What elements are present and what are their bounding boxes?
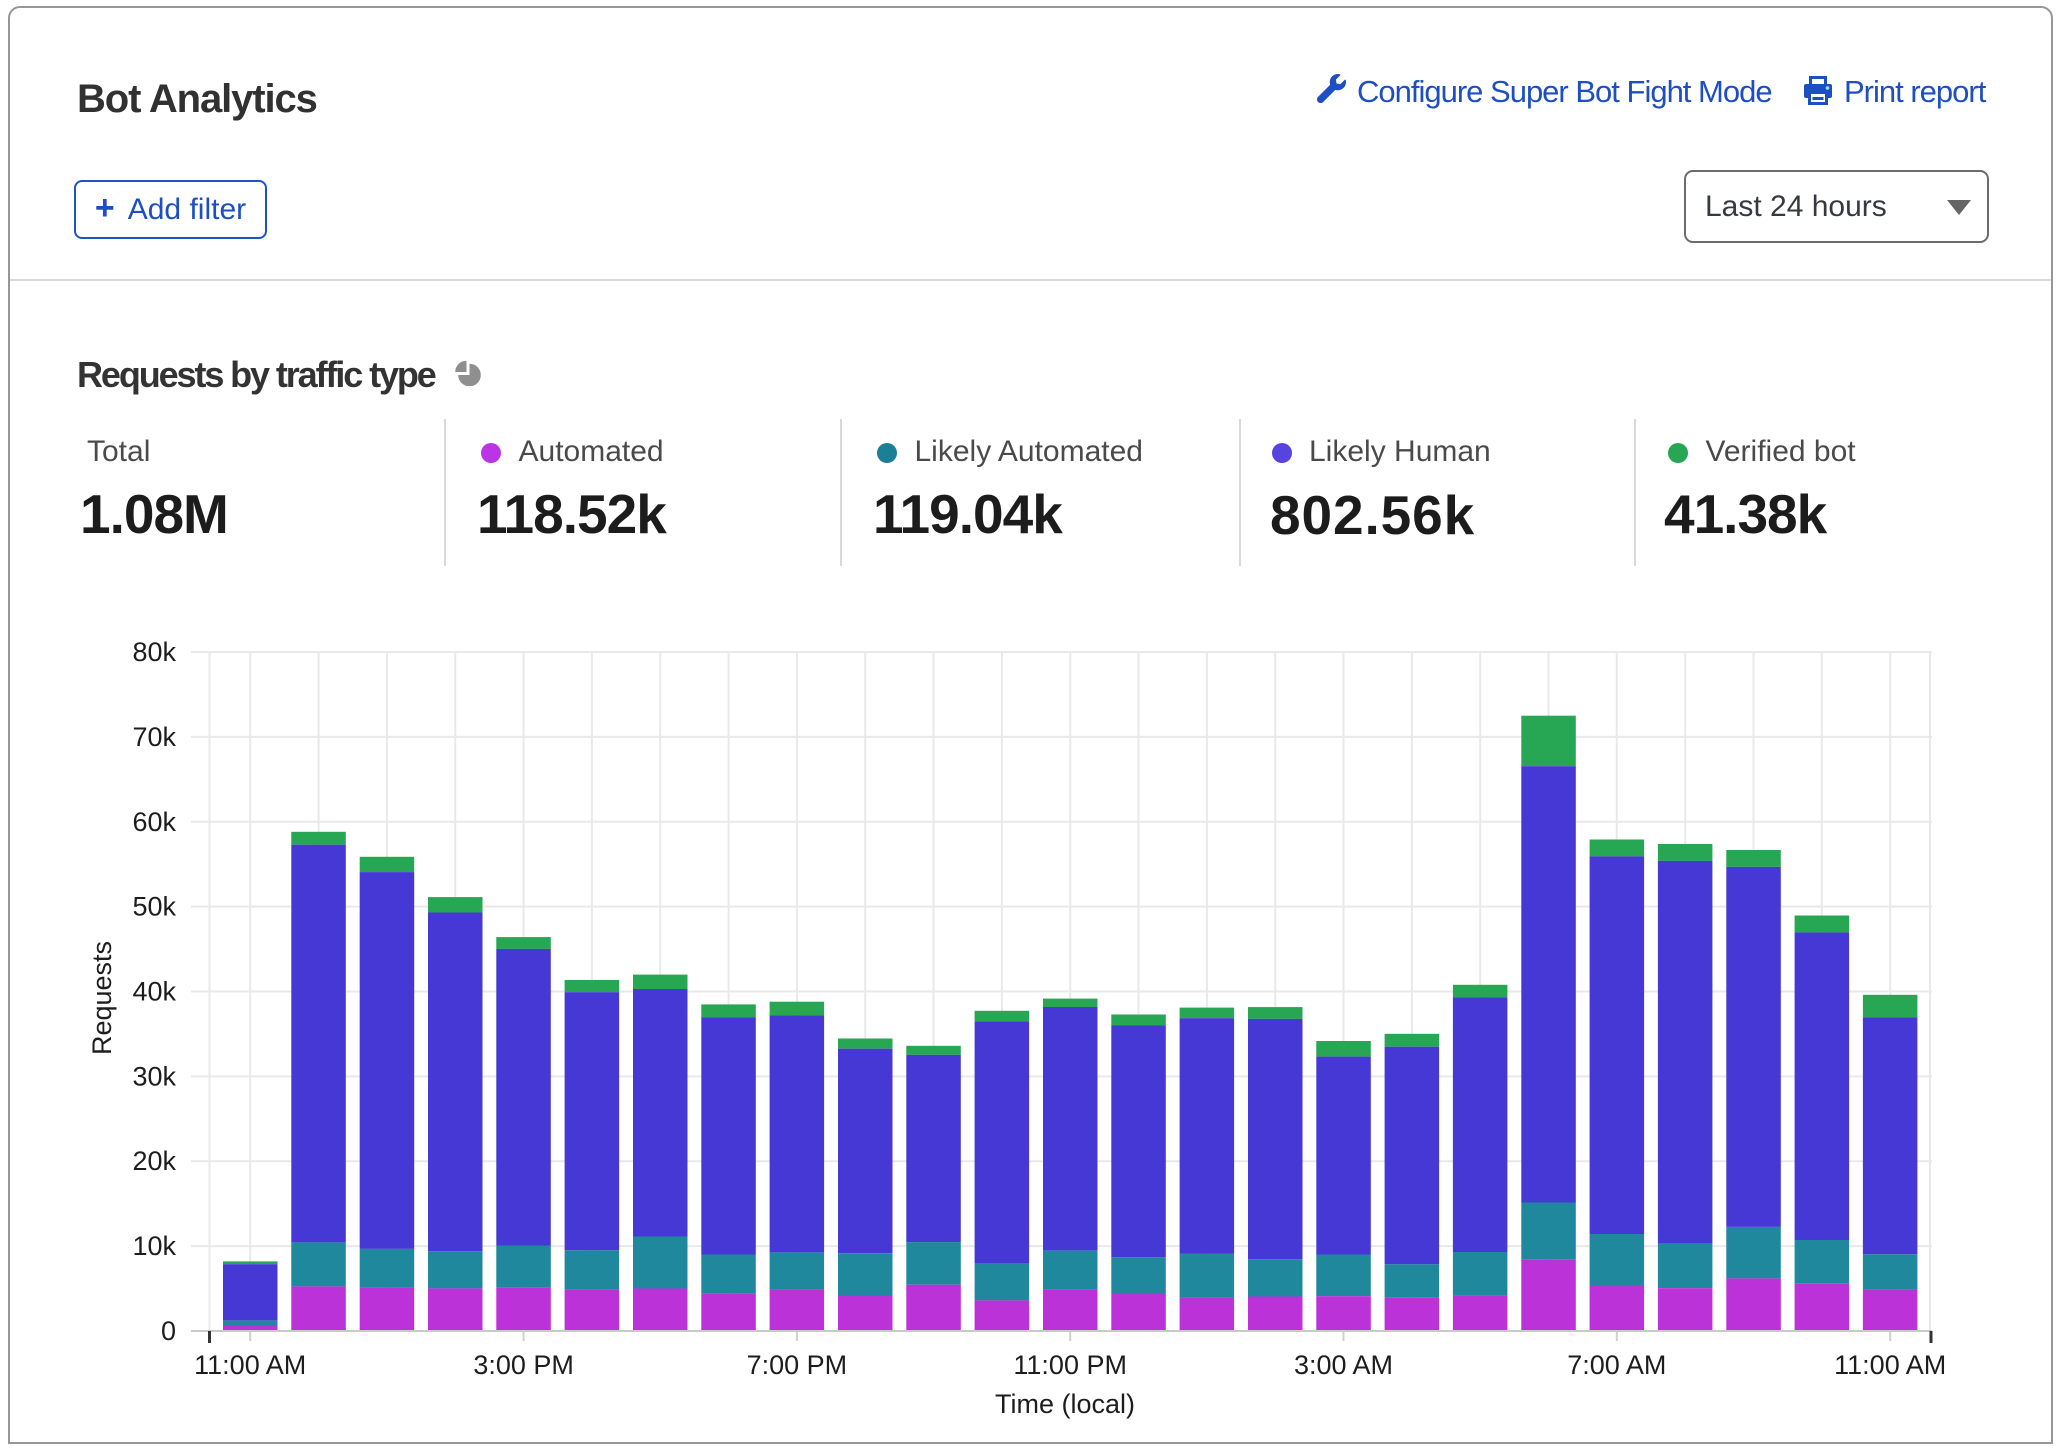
svg-text:40k: 40k	[132, 977, 176, 1007]
svg-text:50k: 50k	[132, 892, 176, 922]
svg-text:70k: 70k	[132, 722, 176, 752]
svg-text:3:00 AM: 3:00 AM	[1294, 1350, 1393, 1380]
svg-text:11:00 PM: 11:00 PM	[1013, 1350, 1127, 1380]
svg-text:Time (local): Time (local)	[995, 1389, 1135, 1419]
svg-text:20k: 20k	[132, 1146, 176, 1176]
svg-text:60k: 60k	[132, 807, 176, 837]
svg-text:0: 0	[161, 1316, 176, 1346]
svg-text:80k: 80k	[132, 637, 176, 667]
svg-text:3:00 PM: 3:00 PM	[473, 1350, 574, 1380]
svg-text:10k: 10k	[132, 1231, 176, 1261]
svg-text:7:00 PM: 7:00 PM	[747, 1350, 848, 1380]
svg-text:7:00 AM: 7:00 AM	[1567, 1350, 1666, 1380]
svg-text:11:00 AM: 11:00 AM	[194, 1350, 306, 1380]
svg-text:30k: 30k	[132, 1061, 176, 1091]
svg-text:11:00 AM: 11:00 AM	[1834, 1350, 1946, 1380]
svg-text:Requests: Requests	[87, 941, 117, 1055]
